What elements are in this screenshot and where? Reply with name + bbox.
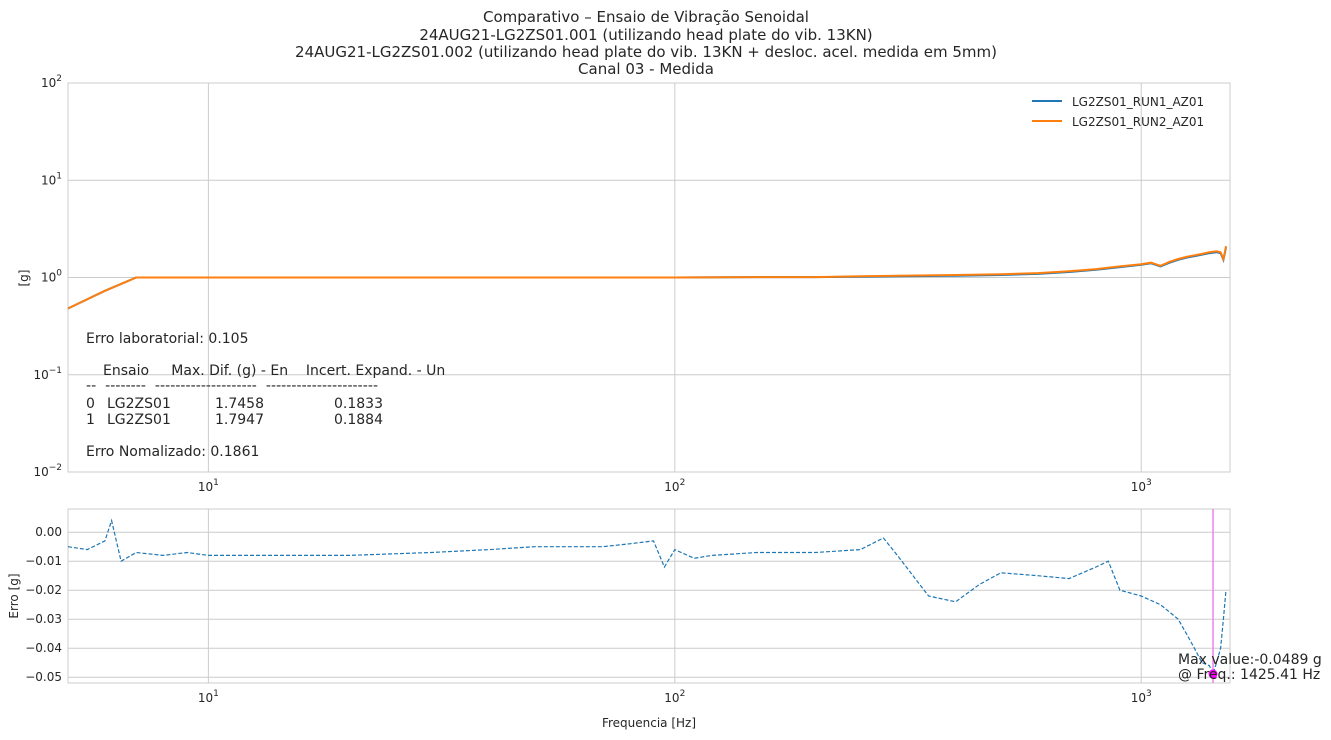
top-y-ticks: 10−2 10−1 100 101 102 [33, 74, 62, 479]
top-x-ticks: 101 102 103 [198, 478, 1152, 494]
stats-table-separator: -- -------- -------------------- -------… [86, 378, 378, 394]
legend-label-run1: LG2ZS01_RUN1_AZ01 [1072, 95, 1204, 109]
top-x-tick-label: 101 [198, 478, 219, 494]
bottom-y-tick-label: −0.02 [25, 583, 62, 597]
erro-normalizado-text: Erro Nomalizado: 0.1861 [86, 444, 259, 460]
error-plot: 101 102 103 0.00−0.01−0.02−0.03−0.04−0.05 … [7, 508, 1322, 730]
stats-row-incert: 0.1833 [334, 396, 383, 412]
bottom-y-tick-label: −0.04 [25, 641, 62, 655]
stats-row-max-dif: 1.7947 [215, 412, 264, 428]
stats-row-ensaio: LG2ZS01 [107, 396, 171, 412]
bottom-y-ticks: 0.00 −0.01 −0.02 −0.03 −0.04 −0.05 [25, 525, 62, 684]
top-x-tick-label: 102 [664, 478, 685, 494]
top-y-axis-label: [g] [17, 270, 31, 287]
bottom-y-tick-label: −0.05 [25, 670, 62, 684]
top-series-group [67, 246, 1227, 310]
top-y-tick-label: 10−1 [33, 366, 62, 382]
bottom-x-tick-label: 102 [664, 689, 685, 705]
bottom-y-tick-label: −0.03 [25, 612, 62, 626]
stats-row-index: 0 [86, 396, 95, 412]
max-value-annotation-line1: Max value:-0.0489 g [1178, 652, 1322, 668]
top-y-tick-label: 10−2 [33, 463, 62, 479]
top-y-tick-label: 102 [41, 74, 62, 90]
top-plot-frame [67, 82, 1231, 473]
stats-table-header: Ensaio Max. Dif. (g) - En Incert. Expand… [103, 363, 445, 379]
title-line-2: 24AUG21-LG2ZS01.001 (utilizando head pla… [419, 26, 872, 44]
stats-row-incert: 0.1884 [334, 412, 383, 428]
max-value-marker [1208, 669, 1218, 679]
bottom-y-tick-label: 0.00 [35, 525, 62, 539]
bottom-y-axis-label: Erro [g] [7, 573, 21, 618]
top-x-tick-label: 103 [1131, 478, 1152, 494]
erro-laboratorial-text: Erro laboratorial: 0.105 [86, 331, 249, 347]
max-value-annotation-line2: @ Freq.: 1425.41 Hz [1178, 667, 1320, 683]
title-line-4: Canal 03 - Medida [578, 60, 714, 78]
series-line-2 [67, 246, 1227, 310]
top-y-tick-label: 101 [41, 171, 62, 187]
legend-label-run2: LG2ZS01_RUN2_AZ01 [1072, 115, 1204, 129]
title-line-3: 24AUG21-LG2ZS01.002 (utilizando head pla… [295, 43, 997, 61]
bottom-y-tick-label: −0.01 [25, 554, 62, 568]
title-line-1: Comparativo – Ensaio de Vibração Senoida… [483, 8, 809, 26]
stats-table-row: 1 LG2ZS01 1.7947 0.1884 [86, 412, 383, 428]
amplitude-plot: 101 102 103 10−2 10−1 100 101 102 [g] LG2ZS01_… [17, 74, 1231, 494]
top-y-tick-label: 100 [41, 269, 62, 285]
bottom-grid [68, 509, 1230, 683]
stats-row-index: 1 [86, 412, 95, 428]
bottom-x-ticks: 101 102 103 [198, 689, 1152, 705]
bottom-x-tick-label: 101 [198, 689, 219, 705]
stats-text-block: Erro laboratorial: 0.105 Ensaio Max. Dif… [86, 331, 445, 460]
bottom-plot-frame [67, 508, 1231, 684]
chart-title: Comparativo – Ensaio de Vibração Senoida… [295, 8, 997, 78]
stats-row-ensaio: LG2ZS01 [107, 412, 171, 428]
bottom-x-tick-label: 103 [1131, 689, 1152, 705]
legend: LG2ZS01_RUN1_AZ01 LG2ZS01_RUN2_AZ01 [1032, 95, 1204, 129]
bottom-series-group [67, 518, 1227, 676]
error-series-line [67, 518, 1227, 676]
stats-row-max-dif: 1.7458 [215, 396, 264, 412]
x-axis-label: Frequencia [Hz] [602, 716, 696, 730]
stats-table-row: 0 LG2ZS01 1.7458 0.1833 [86, 396, 383, 412]
